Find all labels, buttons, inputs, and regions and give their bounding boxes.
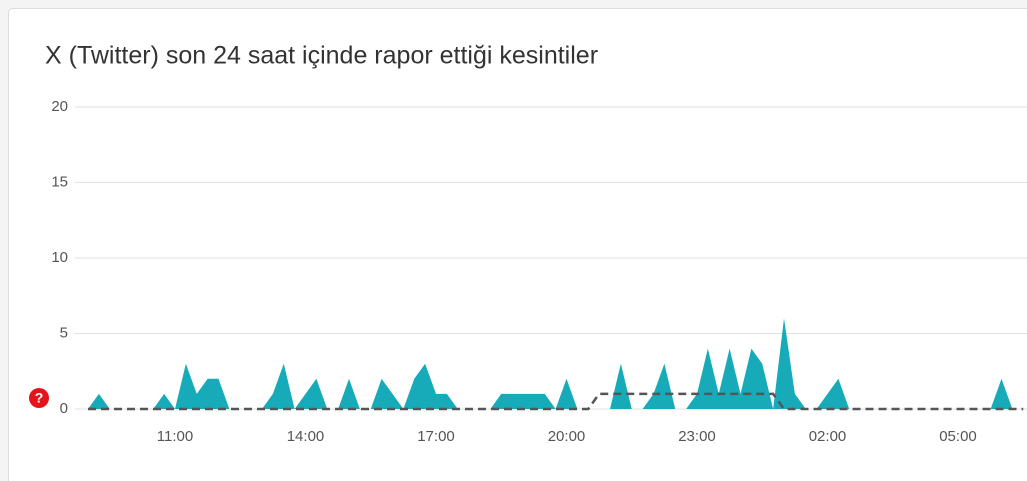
y-tick-label: 0 xyxy=(60,400,68,417)
y-tick-label: 20 xyxy=(51,98,68,115)
help-icon[interactable]: ? xyxy=(29,388,49,408)
y-tick-label: 5 xyxy=(60,324,68,341)
baseline-line xyxy=(88,392,1024,411)
x-tick-label: 14:00 xyxy=(287,428,325,445)
help-mark[interactable]: ? xyxy=(35,390,44,406)
reports-area xyxy=(88,318,1024,409)
chart-title: X (Twitter) son 24 saat içinde rapor ett… xyxy=(45,42,598,70)
y-tick-label: 10 xyxy=(51,249,68,266)
x-tick-label: 23:00 xyxy=(678,428,716,445)
x-tick-label: 20:00 xyxy=(548,428,586,445)
x-tick-label: 11:00 xyxy=(157,428,193,445)
card xyxy=(8,8,1027,481)
x-tick-label: 05:00 xyxy=(939,428,977,445)
x-tick-label: 17:00 xyxy=(417,428,455,445)
y-tick-label: 15 xyxy=(51,173,68,190)
help-circle[interactable] xyxy=(29,388,49,408)
x-tick-label: 02:00 xyxy=(809,428,847,445)
